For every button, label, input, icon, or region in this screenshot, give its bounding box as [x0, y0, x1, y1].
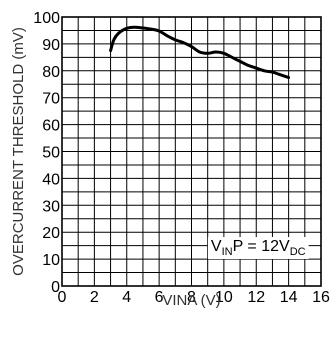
x-tick-label: 14 — [280, 289, 298, 306]
x-tick-labels: 0 2 4 6 8 10 12 14 16 — [58, 289, 330, 306]
x-tick-label: 6 — [155, 289, 164, 306]
y-tick-labels: 0 10 20 30 40 50 60 70 80 90 100 — [33, 10, 60, 296]
plot-frame — [61, 16, 322, 287]
y-tick-label: 40 — [42, 171, 60, 188]
y-tick-label: 50 — [42, 145, 60, 162]
x-tick-label: 8 — [187, 289, 196, 306]
annotation-background — [207, 237, 309, 260]
x-tick-label: 10 — [215, 289, 233, 306]
x-tick-label: 4 — [122, 289, 131, 306]
x-tick-label: 16 — [312, 289, 330, 306]
x-tick-label: 12 — [247, 289, 265, 306]
y-tick-label: 10 — [42, 252, 60, 269]
y-axis-title: OVERCURRENT THRESHOLD (mV) — [10, 27, 27, 276]
y-tick-label: 20 — [42, 225, 60, 242]
y-tick-label: 80 — [42, 64, 60, 81]
y-tick-label: 100 — [33, 10, 60, 27]
x-tick-label: 2 — [90, 289, 99, 306]
y-tick-label: 30 — [42, 198, 60, 215]
x-tick-label: 0 — [58, 289, 67, 306]
y-tick-label: 60 — [42, 118, 60, 135]
vinp-annotation: VINP = 12VDC — [211, 238, 306, 258]
threshold-curve — [109, 25, 291, 79]
plot-border — [61, 16, 322, 287]
y-tick-label: 70 — [42, 91, 60, 108]
y-tick-label: 90 — [42, 37, 60, 54]
x-axis-title: VINA (V) — [162, 292, 220, 309]
y-tick-label: 0 — [51, 279, 60, 296]
